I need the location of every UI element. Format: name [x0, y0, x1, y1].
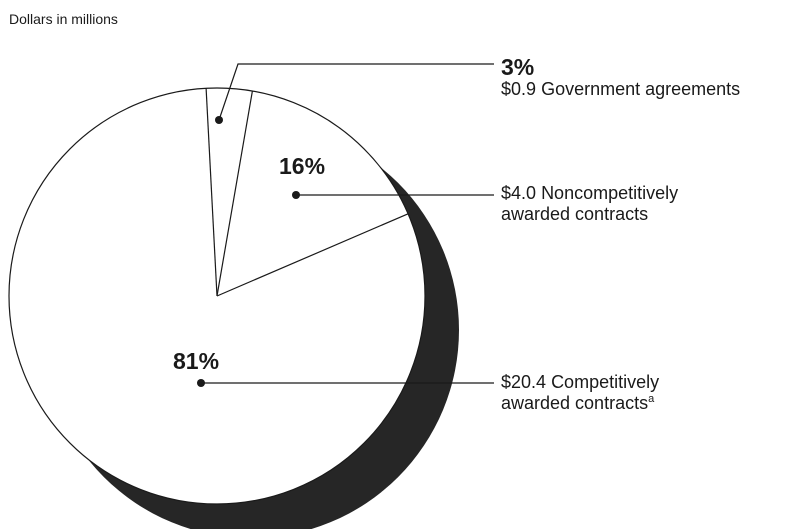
- slice-percent-government: 3%: [501, 54, 535, 80]
- slice-amount-competitive: $20.4: [501, 372, 547, 392]
- leader-dot-noncompetitive: [292, 191, 300, 199]
- slice-amount-noncompetitive: $4.0: [501, 183, 537, 203]
- slice-boundary-2: [216, 213, 409, 297]
- slice-label-government: $0.9 Government agreements: [501, 79, 740, 100]
- slice-category-noncompetitive-line1: Noncompetitively: [541, 183, 679, 203]
- slice-boundary-0: [205, 88, 218, 297]
- slice-label-noncompetitive: $4.0 Noncompetitively awarded contracts: [501, 183, 678, 225]
- slice-boundary-1: [216, 90, 253, 297]
- slice-amount-government: $0.9: [501, 79, 537, 99]
- slice-percent-competitive: 81%: [173, 348, 220, 374]
- slice-dividers: [205, 88, 409, 297]
- slice-label-competitive: $20.4 Competitively awarded contractsa: [501, 372, 659, 417]
- footnote-marker: a: [648, 393, 655, 405]
- leader-dot-competitive: [197, 379, 205, 387]
- units-label: Dollars in millions: [9, 11, 118, 27]
- leader-line-government: [218, 63, 494, 121]
- slice-category-competitive-line1: Competitively: [551, 372, 660, 392]
- slice-percent-noncompetitive: 16%: [279, 153, 326, 179]
- leader-lines: [197, 63, 494, 387]
- leader-dot-government: [215, 116, 223, 124]
- slice-category-noncompetitive-line2: awarded contracts: [501, 204, 649, 224]
- slice-category-competitive-line2: awarded contracts: [501, 393, 649, 413]
- slice-category-government: Government agreements: [541, 79, 741, 99]
